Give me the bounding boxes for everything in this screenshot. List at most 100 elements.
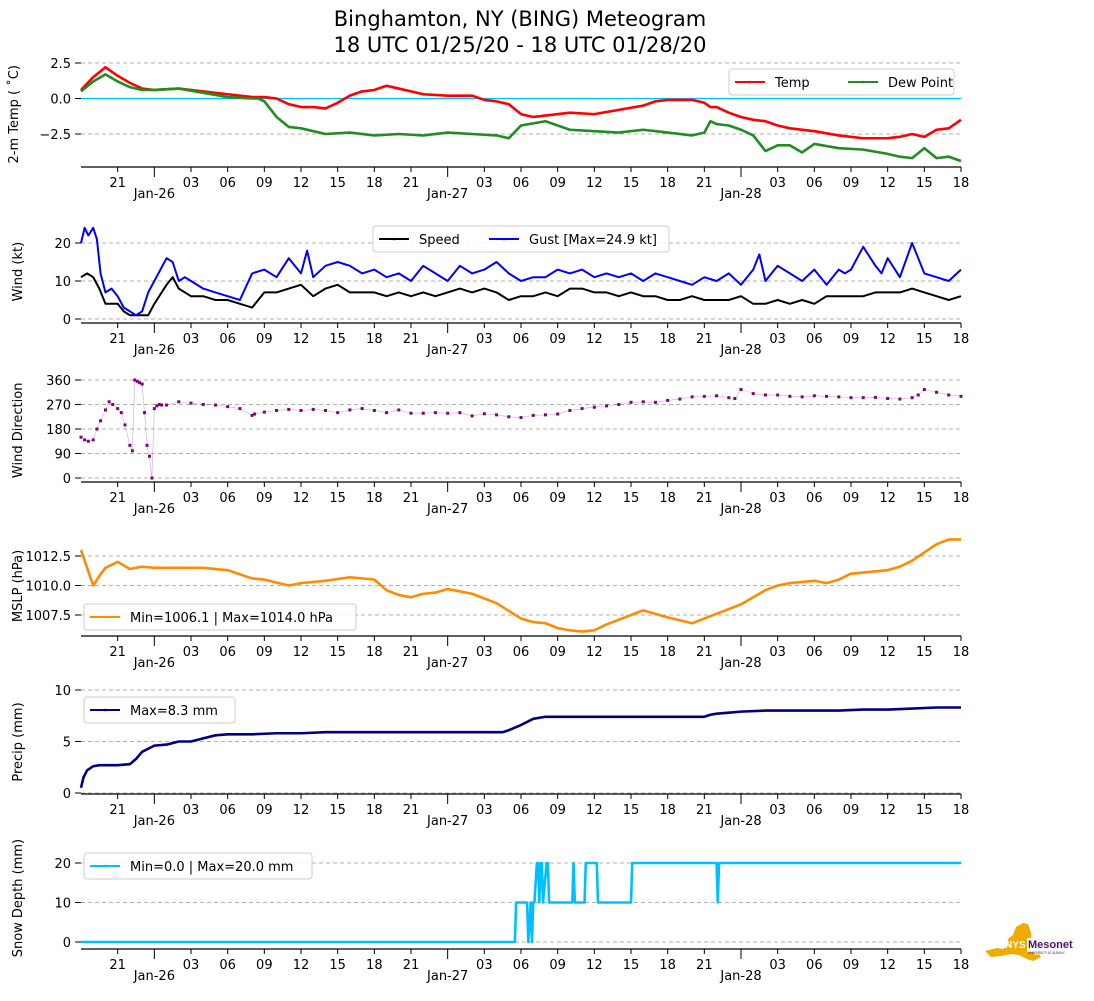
x-tick-label: 06 [513, 176, 530, 191]
data-point [323, 408, 327, 412]
data-point [157, 403, 161, 406]
legend-box [83, 852, 313, 880]
data-point [605, 404, 609, 408]
data-point [250, 413, 254, 417]
x-tick-label: 15 [623, 491, 640, 506]
data-point [135, 379, 139, 383]
x-tick-label: 21 [403, 332, 420, 347]
x-tick-label: 09 [549, 491, 566, 506]
data-point [568, 408, 572, 412]
x-tick-label: 09 [843, 803, 860, 818]
x-tick-label: 06 [219, 332, 236, 347]
data-point [123, 423, 127, 427]
x-tick-label: 03 [183, 645, 200, 660]
legend-label: Min=0.0 | Max=20.0 mm [130, 860, 293, 875]
legend-marker [103, 864, 107, 868]
x-date-label: Jan-27 [426, 969, 468, 984]
y-tick-label: 1007.5 [26, 609, 72, 624]
x-tick-label: 09 [843, 491, 860, 506]
x-tick-label: 21 [696, 803, 713, 818]
x-tick-label: 21 [109, 332, 126, 347]
x-date-label: Jan-28 [719, 502, 761, 517]
y-axis-label: Precip (mm) [11, 702, 26, 781]
x-tick-label: 18 [366, 332, 383, 347]
x-tick-label: 21 [696, 176, 713, 191]
data-point [733, 397, 737, 401]
y-tick-label: 10 [54, 897, 71, 912]
x-tick-label: 15 [329, 491, 346, 506]
data-point [702, 394, 706, 398]
x-date-label: Jan-27 [426, 343, 468, 358]
data-point [311, 407, 315, 411]
legend-marker [748, 80, 752, 84]
panel-temp: 2.5 0.0 −2.5 2-m Temp ( ˚C) 21 Jan-26 03 06 09 12… [6, 57, 969, 202]
x-date-label: Jan-28 [719, 814, 761, 829]
x-tick-label: 15 [329, 176, 346, 191]
x-tick-label: 15 [916, 176, 933, 191]
x-tick-label: 09 [549, 176, 566, 191]
series-line-temp-0 [80, 65, 962, 140]
x-tick-label: 12 [586, 958, 603, 973]
title-period: 18 UTC 01/25/20 - 18 UTC 01/28/20 [333, 33, 707, 57]
data-point [922, 388, 926, 392]
x-tick-label: 09 [549, 645, 566, 660]
x-tick-label: 18 [366, 491, 383, 506]
y-axis-label: Wind (kt) [11, 242, 26, 302]
data-point [935, 390, 939, 394]
x-tick-label: 18 [953, 176, 970, 191]
x-tick-label: 03 [769, 958, 786, 973]
x-tick-label: 03 [476, 645, 493, 660]
data-point [825, 394, 829, 398]
legend-box [83, 603, 357, 631]
x-tick-label: 18 [659, 176, 676, 191]
legend-marker [103, 708, 107, 712]
data-point [446, 411, 450, 415]
y-tick-label: 0 [63, 936, 71, 951]
data-point [397, 408, 401, 412]
y-tick-label: 10 [54, 684, 71, 699]
x-tick-label: 12 [293, 491, 310, 506]
data-point [751, 392, 755, 396]
y-tick-label: 180 [46, 423, 71, 438]
x-tick-label: 09 [549, 803, 566, 818]
x-tick-label: 18 [953, 958, 970, 973]
data-point [152, 407, 156, 411]
x-date-label: Jan-28 [719, 343, 761, 358]
x-tick-label: 21 [109, 645, 126, 660]
x-tick-label: 15 [916, 332, 933, 347]
x-tick-label: 15 [916, 803, 933, 818]
series-line-precip-0 [79, 706, 961, 789]
x-tick-label: 12 [586, 491, 603, 506]
data-point [111, 403, 115, 406]
data-point [531, 413, 535, 417]
data-point [138, 381, 142, 385]
legend-box [728, 68, 955, 96]
x-tick-label: 09 [256, 645, 273, 660]
x-tick-label: 21 [403, 491, 420, 506]
x-date-label: Jan-27 [426, 814, 468, 829]
x-tick-label: 21 [109, 491, 126, 506]
x-tick-label: 03 [183, 803, 200, 818]
x-tick-label: 18 [366, 176, 383, 191]
x-date-label: Jan-28 [719, 187, 761, 202]
data-point [849, 396, 853, 400]
chart-title: Binghamton, NY (BING) Meteogram 18 UTC 0… [0, 6, 1040, 58]
data-point [213, 403, 217, 407]
data-point [299, 408, 303, 412]
data-point [556, 412, 560, 416]
x-date-label: Jan-26 [133, 656, 175, 671]
y-tick-label: 360 [46, 374, 71, 389]
x-date-label: Jan-26 [133, 814, 175, 829]
nys-mesonet-logo: NYS Mesonet UNIVERSITY AT ALBANY [983, 921, 1083, 967]
x-tick-label: 15 [623, 803, 640, 818]
legend-label: Temp [774, 76, 810, 91]
data-point [409, 411, 413, 415]
legend-precip: Max=8.3 mm [83, 696, 236, 724]
data-point [543, 413, 547, 417]
data-point [99, 419, 103, 423]
x-tick-label: 15 [623, 176, 640, 191]
y-axis-label: MSLP (hPa) [11, 550, 26, 622]
logo-university-text: UNIVERSITY AT ALBANY [1028, 951, 1066, 955]
data-point [372, 408, 376, 412]
